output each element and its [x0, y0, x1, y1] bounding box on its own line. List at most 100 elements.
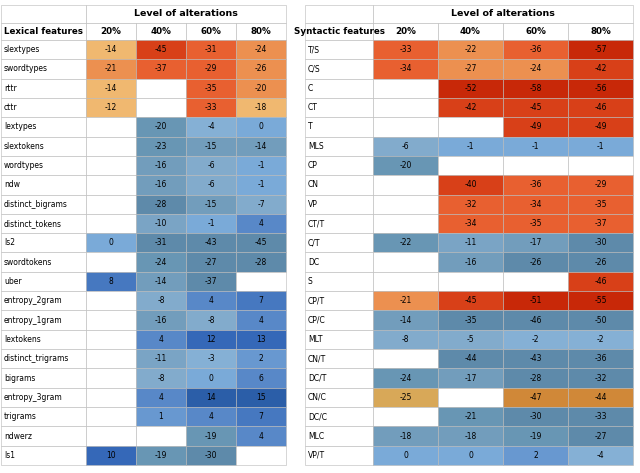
Bar: [305, 156, 373, 175]
Bar: [136, 349, 186, 368]
Text: 15: 15: [256, 393, 266, 402]
Bar: [568, 98, 633, 117]
Bar: [305, 40, 373, 59]
Text: -35: -35: [205, 84, 217, 93]
Text: -42: -42: [595, 64, 607, 73]
Text: 0: 0: [403, 451, 408, 460]
Text: -24: -24: [399, 374, 412, 383]
Bar: [136, 330, 186, 349]
Bar: [236, 175, 286, 194]
Bar: [1, 23, 86, 40]
Text: -17: -17: [464, 374, 477, 383]
Text: lextokens: lextokens: [4, 335, 41, 344]
Text: 60%: 60%: [200, 27, 221, 36]
Bar: [438, 407, 503, 426]
Text: -19: -19: [529, 431, 541, 440]
Bar: [438, 330, 503, 349]
Bar: [86, 407, 136, 426]
Text: 13: 13: [256, 335, 266, 344]
Bar: [373, 272, 438, 291]
Bar: [373, 79, 438, 98]
Text: 20%: 20%: [100, 27, 122, 36]
Text: -14: -14: [155, 277, 167, 286]
Bar: [236, 40, 286, 59]
Text: -15: -15: [205, 142, 217, 151]
Bar: [86, 310, 136, 330]
Bar: [136, 175, 186, 194]
Bar: [136, 59, 186, 79]
Bar: [503, 407, 568, 426]
Bar: [1, 137, 86, 156]
Bar: [568, 59, 633, 79]
Bar: [236, 426, 286, 446]
Text: 4: 4: [159, 393, 163, 402]
Bar: [86, 194, 136, 214]
Bar: [438, 291, 503, 310]
Text: -46: -46: [595, 277, 607, 286]
Bar: [373, 368, 438, 388]
Text: -4: -4: [596, 451, 604, 460]
Bar: [373, 330, 438, 349]
Text: CP: CP: [308, 161, 318, 170]
Text: -1: -1: [257, 161, 265, 170]
Text: -33: -33: [205, 103, 217, 112]
Bar: [568, 426, 633, 446]
Text: -21: -21: [465, 412, 477, 421]
Bar: [305, 98, 373, 117]
Bar: [503, 117, 568, 137]
Bar: [1, 272, 86, 291]
Bar: [136, 388, 186, 407]
Bar: [503, 388, 568, 407]
Bar: [136, 253, 186, 272]
Bar: [186, 194, 236, 214]
Text: -28: -28: [155, 200, 167, 209]
Bar: [438, 40, 503, 59]
Bar: [186, 23, 236, 40]
Text: 4: 4: [159, 335, 163, 344]
Text: 40%: 40%: [150, 27, 172, 36]
Bar: [438, 117, 503, 137]
Bar: [438, 233, 503, 253]
Bar: [136, 368, 186, 388]
Text: entropy_1gram: entropy_1gram: [4, 315, 63, 324]
Bar: [86, 117, 136, 137]
Text: -32: -32: [595, 374, 607, 383]
Bar: [568, 137, 633, 156]
Bar: [305, 368, 373, 388]
Text: -45: -45: [464, 296, 477, 305]
Bar: [86, 98, 136, 117]
Bar: [86, 175, 136, 194]
Bar: [305, 214, 373, 233]
Bar: [568, 79, 633, 98]
Text: 20%: 20%: [395, 27, 416, 36]
Bar: [373, 117, 438, 137]
Text: -33: -33: [399, 45, 412, 54]
Text: -28: -28: [255, 258, 267, 267]
Bar: [503, 98, 568, 117]
Text: 40%: 40%: [460, 27, 481, 36]
Text: Level of alterations: Level of alterations: [451, 9, 555, 18]
Text: -20: -20: [399, 161, 412, 170]
Bar: [236, 137, 286, 156]
Text: -14: -14: [105, 45, 117, 54]
Bar: [236, 349, 286, 368]
Text: -1: -1: [532, 142, 540, 151]
Text: entropy_3gram: entropy_3gram: [4, 393, 63, 402]
Bar: [373, 59, 438, 79]
Bar: [568, 388, 633, 407]
Bar: [1, 194, 86, 214]
Text: C/S: C/S: [308, 64, 321, 73]
Text: CN/C: CN/C: [308, 393, 327, 402]
Bar: [186, 59, 236, 79]
Bar: [305, 137, 373, 156]
Bar: [568, 330, 633, 349]
Text: 0: 0: [109, 238, 113, 247]
Bar: [373, 40, 438, 59]
Text: wordtypes: wordtypes: [4, 161, 44, 170]
Bar: [236, 310, 286, 330]
Text: slextokens: slextokens: [4, 142, 45, 151]
Bar: [1, 368, 86, 388]
Bar: [503, 272, 568, 291]
Text: -47: -47: [529, 393, 541, 402]
Bar: [373, 388, 438, 407]
